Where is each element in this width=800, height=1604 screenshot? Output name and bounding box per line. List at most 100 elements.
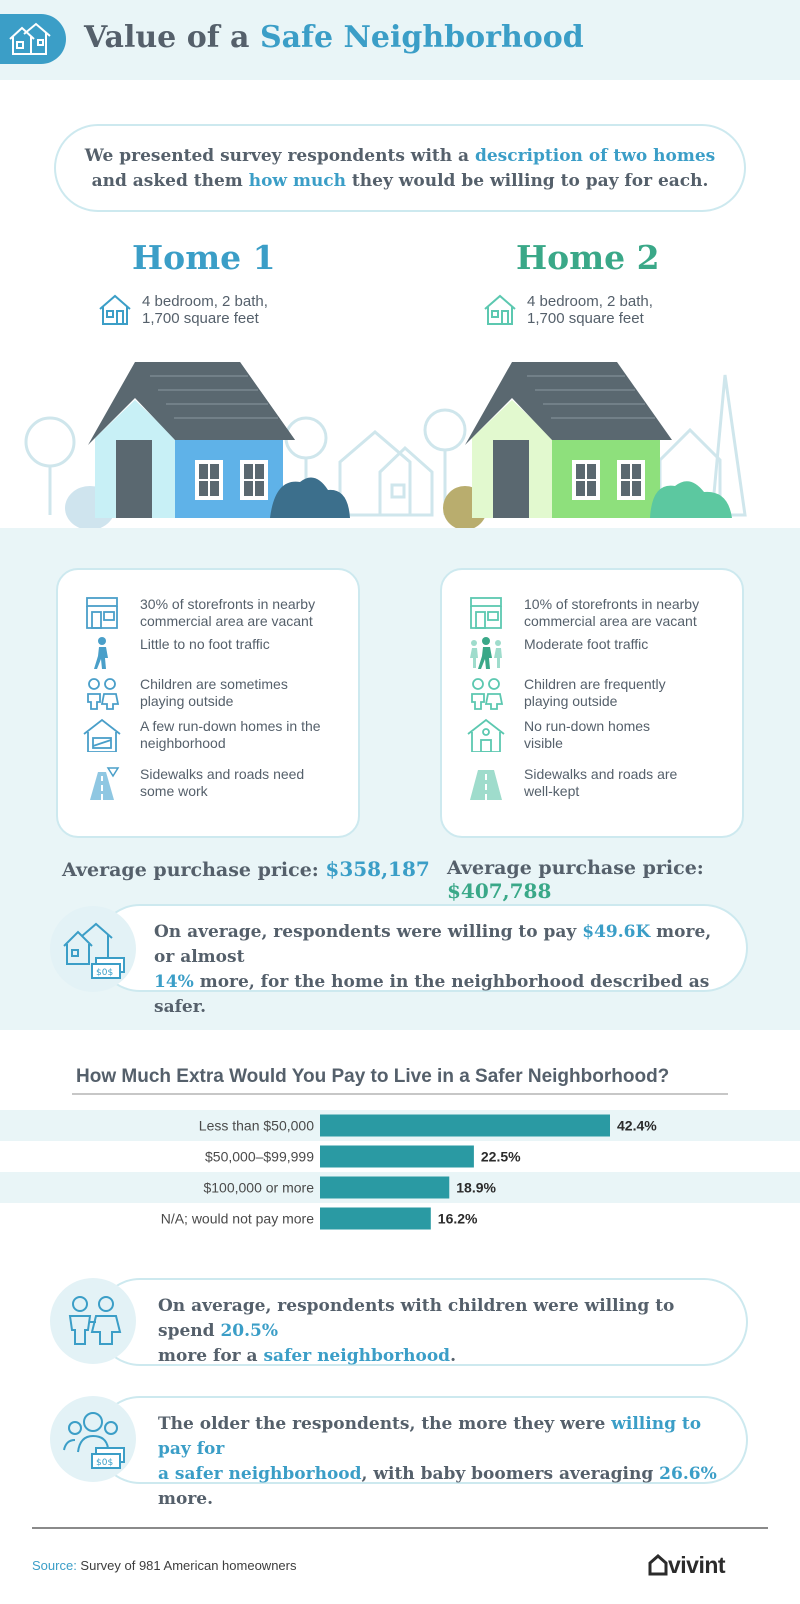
road-icon: [470, 770, 502, 800]
price-label: Average purchase price:: [62, 859, 326, 881]
feature-text: Little to no foot traffic: [140, 636, 270, 652]
note-text: more, or almost: [154, 922, 712, 967]
feature-text: commercial area are vacant: [524, 613, 697, 629]
intro-highlight: how much: [248, 171, 347, 191]
home2-title: Home 2: [516, 238, 660, 277]
note-text: more for a: [158, 1346, 264, 1366]
home2-illustration: [443, 362, 732, 530]
note-highlight: 20.5%: [220, 1321, 279, 1341]
header-banner: Value of a Safe Neighborhood: [0, 0, 800, 80]
intro-text: they would be willing to pay for each.: [346, 171, 709, 191]
note-highlight: 14%: [154, 972, 194, 992]
home1-title: Home 1: [132, 238, 276, 277]
note-text: , with baby boomers averaging: [361, 1464, 660, 1484]
feature-text: visible: [524, 735, 563, 751]
people-money-icon: $0$: [63, 1412, 125, 1469]
home1-price: Average purchase price: $358,187: [62, 857, 430, 881]
road-icon: [90, 767, 120, 800]
note2-icon-circle: [50, 1278, 136, 1364]
category-label: Less than $50,000: [199, 1118, 314, 1134]
feature-text: playing outside: [140, 693, 234, 709]
house-outline-icon: [99, 294, 131, 325]
intro-text: and asked them: [91, 171, 249, 191]
chart-title-rule: [72, 1093, 728, 1095]
note-text: more, for the home in the neighborhood d…: [154, 972, 710, 1017]
note-text: more.: [158, 1489, 214, 1509]
children-icon: [87, 678, 120, 710]
home2-price: Average purchase price: $407,788: [447, 857, 800, 903]
feature-text: playing outside: [524, 693, 618, 709]
source-note: Source: Survey of 981 American homeowner…: [32, 1558, 296, 1573]
insight-note-2: On average, respondents with children we…: [96, 1278, 748, 1366]
home2-desc: 4 bedroom, 2 bath, 1,700 square feet: [527, 293, 653, 327]
note-text: On average, respondents were willing to …: [154, 922, 583, 942]
feature-text: 10% of storefronts in nearby: [524, 596, 700, 612]
home2-desc-line: 4 bedroom, 2 bath,: [527, 293, 653, 310]
intro-line1: We presented survey respondents with a d…: [56, 144, 744, 169]
chart-title: How Much Extra Would You Pay to Live in …: [76, 1066, 670, 1087]
svg-text:$0$: $0$: [96, 968, 113, 978]
insight-note-3: The older the respondents, the more they…: [96, 1396, 748, 1509]
feature-text: Sidewalks and roads are: [524, 766, 678, 782]
houses-icon: [9, 22, 51, 55]
price-label: Average purchase price:: [447, 857, 704, 879]
vivint-logo[interactable]: vivint: [648, 1552, 726, 1579]
home2-features-card: 10% of storefronts in nearby commercial a…: [440, 568, 744, 838]
source-text: Survey of 981 American homeowners: [76, 1558, 297, 1573]
house-outline-icon: [484, 294, 516, 325]
note-text: On average, respondents with children we…: [158, 1296, 675, 1341]
category-label: $100,000 or more: [203, 1180, 314, 1196]
children-icon: [471, 678, 504, 710]
feature-text: 30% of storefronts in nearby: [140, 596, 316, 612]
feature-text: commercial area are vacant: [140, 613, 313, 629]
feature-text: Sidewalks and roads need: [140, 766, 305, 782]
note1-icon-circle: $0$: [50, 906, 136, 992]
value-label: 18.9%: [456, 1180, 496, 1196]
page-title: Value of a Safe Neighborhood: [84, 20, 584, 55]
note-text: .: [450, 1346, 456, 1366]
header-badge: [0, 14, 66, 64]
note-highlight: $49.6K: [582, 922, 651, 942]
note-highlight: safer neighborhood: [263, 1346, 451, 1366]
note-highlight: a safer neighborhood: [158, 1464, 362, 1484]
home1-desc: 4 bedroom, 2 bath, 1,700 square feet: [142, 293, 268, 327]
value-label: 16.2%: [438, 1211, 478, 1227]
category-label: $50,000–$99,999: [205, 1149, 314, 1165]
value-label: 42.4%: [617, 1118, 657, 1134]
intro-line2: and asked them how much they would be wi…: [56, 169, 744, 194]
bar: [320, 1207, 431, 1230]
title-part2: Safe Neighborhood: [259, 20, 584, 55]
logo-text: vivint: [668, 1552, 726, 1578]
storefront-icon: [470, 597, 502, 629]
storefront-icon: [86, 597, 118, 629]
intro-pill: We presented survey respondents with a d…: [54, 124, 746, 212]
footer-rule: [32, 1527, 768, 1529]
house-icon: [467, 718, 505, 752]
intro-highlight: description of two homes: [474, 146, 716, 166]
note-highlight: 26.6%: [659, 1464, 717, 1484]
feature-text: Moderate foot traffic: [524, 636, 649, 652]
feature-text: A few run-down homes in the: [140, 718, 321, 734]
feature-text: Children are frequently: [524, 676, 666, 692]
vivint-house-icon: [648, 1554, 668, 1576]
bar-chart: Less than $50,000 42.4% $50,000–$99,999 22.…: [0, 1110, 800, 1230]
source-label: Source:: [32, 1558, 77, 1573]
note3-icon-circle: $0$: [50, 1396, 136, 1482]
feature-text: Children are sometimes: [140, 676, 288, 692]
rundown-house-icon: [83, 718, 121, 752]
parent-child-icon: [68, 1296, 122, 1345]
feature-text: No run-down homes: [524, 718, 651, 734]
value-label: 22.5%: [481, 1149, 521, 1165]
houses-money-icon: $0$: [63, 922, 125, 979]
bar: [320, 1176, 450, 1199]
note-text: The older the respondents, the more they…: [158, 1414, 612, 1434]
feature-text: some work: [140, 783, 208, 799]
home1-illustration: [65, 362, 350, 530]
houses-illustration: [24, 362, 747, 530]
home2-desc-line: 1,700 square feet: [527, 310, 644, 327]
walkers-icon: [470, 637, 502, 669]
home1-desc-line: 4 bedroom, 2 bath,: [142, 293, 268, 310]
feature-text: neighborhood: [140, 735, 226, 751]
intro-text: We presented survey respondents with a: [84, 146, 475, 166]
insight-note-1: On average, respondents were willing to …: [96, 904, 748, 1017]
